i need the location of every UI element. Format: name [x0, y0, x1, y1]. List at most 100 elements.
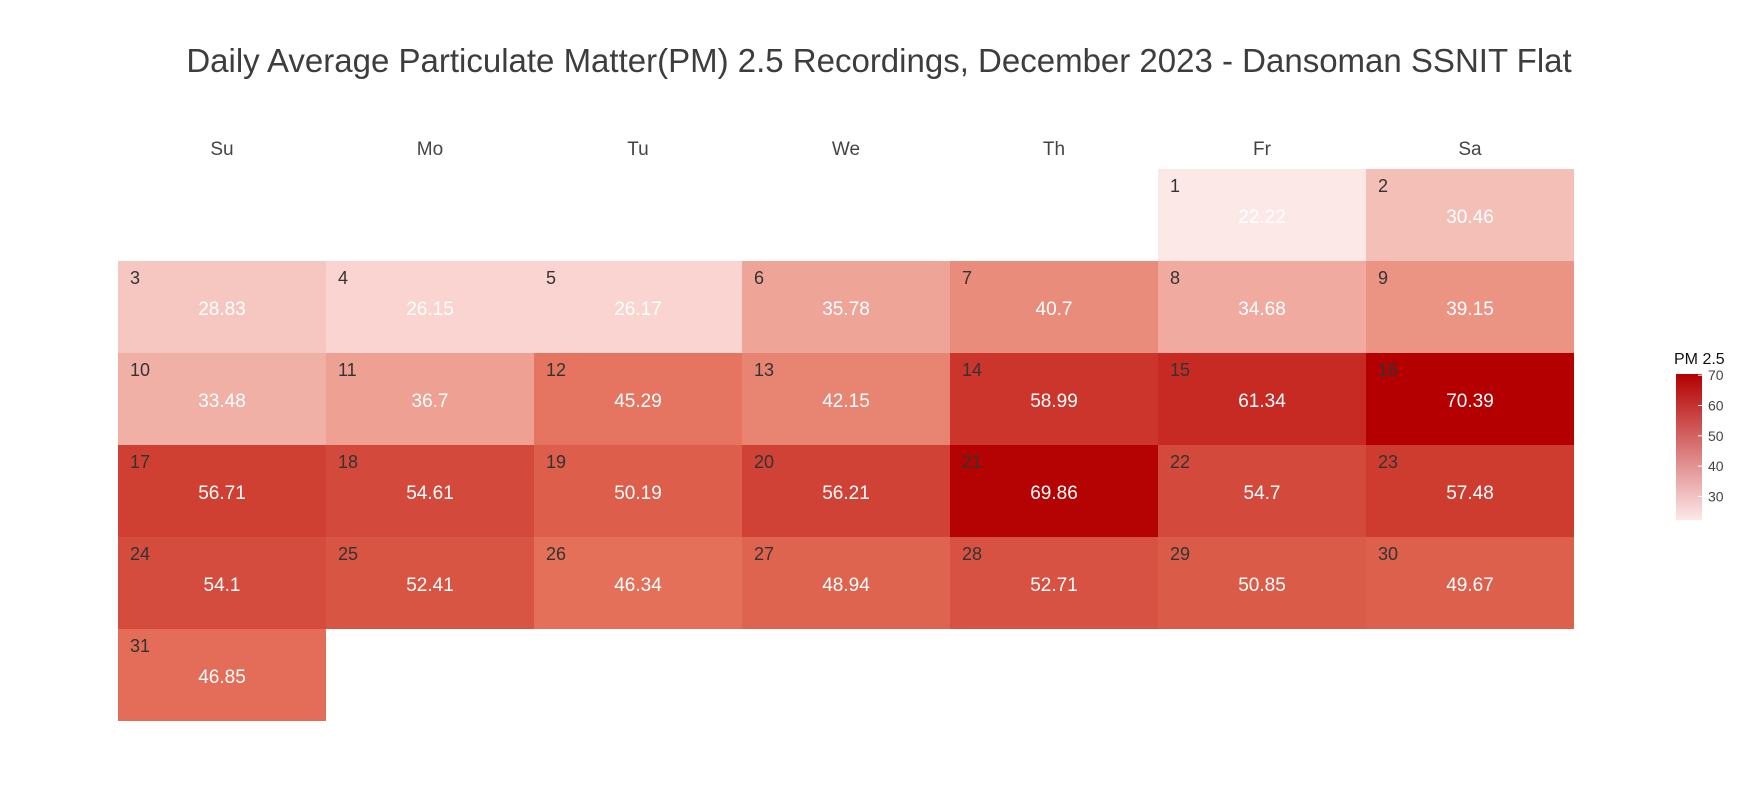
calendar-cell: 26 46.34: [534, 537, 742, 629]
day-number-label: 13: [754, 360, 774, 380]
heat-cell-day-29: [1158, 537, 1366, 629]
value-label: 54.7: [1244, 483, 1281, 504]
calendar-cell: 939.15: [1366, 261, 1574, 353]
calendar-cell: 17 56.71: [118, 445, 326, 537]
value-label: 57.48: [1446, 483, 1494, 504]
day-number-label: 1: [1170, 176, 1180, 196]
legend-color-bar: [1676, 374, 1702, 520]
value-label: 49.67: [1446, 575, 1494, 596]
calendar-cell: 230.46: [1366, 169, 1574, 261]
value-label: 48.94: [822, 575, 870, 596]
day-number-label: 31: [130, 636, 150, 656]
calendar-cell: 18 54.61: [326, 445, 534, 537]
day-number-label: 8: [1170, 268, 1180, 288]
day-number-label: 26: [546, 544, 566, 564]
calendar-cell: 20 56.21: [742, 445, 950, 537]
heat-cell-day-10: [118, 353, 326, 445]
calendar-cell: 21 69.86: [950, 445, 1158, 537]
day-number-label: 10: [130, 360, 150, 380]
value-label: 26.15: [406, 299, 454, 320]
calendar-cell: 740.7: [950, 261, 1158, 353]
calendar-cell: 30 49.67: [1366, 537, 1574, 629]
day-number-label: 3: [130, 268, 140, 288]
value-label: 50.85: [1238, 575, 1286, 596]
weekday-label-sa: Sa: [1458, 139, 1482, 160]
value-label: 33.48: [198, 391, 246, 412]
day-number-label: 20: [754, 452, 774, 472]
day-number-label: 18: [338, 452, 358, 472]
value-label: 54.1: [204, 575, 241, 596]
day-number-label: 7: [962, 268, 972, 288]
heat-cell-day-7: [950, 261, 1158, 353]
weekday-label-fr: Fr: [1253, 139, 1272, 160]
weekday-header-row: Su Mo Tu We Th Fr Sa: [210, 139, 1482, 160]
heat-cell-day-22: [1158, 445, 1366, 537]
heat-cell-day-1: [1158, 169, 1366, 261]
heat-cell-day-16: [1366, 353, 1574, 445]
day-number-label: 6: [754, 268, 764, 288]
value-label: 61.34: [1238, 391, 1286, 412]
legend-title: PM 2.5: [1674, 351, 1725, 368]
weekday-label-we: We: [832, 139, 860, 160]
heat-cell-day-28: [950, 537, 1158, 629]
heat-cell-day-5: [534, 261, 742, 353]
value-label: 46.34: [614, 575, 662, 596]
day-number-label: 24: [130, 544, 150, 564]
day-number-label: 21: [962, 452, 982, 472]
heat-cell-day-21: [950, 445, 1158, 537]
calendar-cell: 31 46.85: [118, 629, 326, 721]
value-label: 69.86: [1030, 483, 1078, 504]
heat-cell-day-27: [742, 537, 950, 629]
heat-cell-day-23: [1366, 445, 1574, 537]
calendar-cell: 24 54.1: [118, 537, 326, 629]
value-label: 58.99: [1030, 391, 1078, 412]
day-number-label: 28: [962, 544, 982, 564]
legend-tick-label: 40: [1708, 458, 1724, 474]
day-number-label: 12: [546, 360, 566, 380]
heat-cell-day-8: [1158, 261, 1366, 353]
calendar-cell: 834.68: [1158, 261, 1366, 353]
day-number-label: 11: [338, 360, 357, 380]
day-number-label: 22: [1170, 452, 1190, 472]
calendar-cell: 16 70.39: [1366, 353, 1574, 445]
calendar-cell: 15 61.34: [1158, 353, 1366, 445]
weekday-label-tu: Tu: [627, 139, 648, 160]
calendar-cell: 23 57.48: [1366, 445, 1574, 537]
legend-tick-label: 50: [1708, 428, 1724, 444]
value-label: 70.39: [1446, 391, 1494, 412]
value-label: 54.61: [406, 483, 454, 504]
day-number-label: 17: [130, 452, 150, 472]
calendar-cell: 25 52.41: [326, 537, 534, 629]
day-number-label: 14: [962, 360, 982, 380]
heat-cell-day-31: [118, 629, 326, 721]
heat-cell-day-13: [742, 353, 950, 445]
value-label: 52.41: [406, 575, 454, 596]
day-number-label: 2: [1378, 176, 1388, 196]
value-label: 56.71: [198, 483, 246, 504]
calendar-cell: 22 54.7: [1158, 445, 1366, 537]
value-label: 39.15: [1446, 299, 1494, 320]
day-number-label: 5: [546, 268, 556, 288]
legend-tick-label: 70: [1708, 367, 1724, 383]
heat-cell-day-20: [742, 445, 950, 537]
heat-cell-day-9: [1366, 261, 1574, 353]
weekday-label-th: Th: [1043, 139, 1065, 160]
calendar-cell: 10 33.48: [118, 353, 326, 445]
calendar-cell: 122.22: [1158, 169, 1366, 261]
calendar-cell: 635.78: [742, 261, 950, 353]
heat-cell-day-11: [326, 353, 534, 445]
value-label: 36.7: [412, 391, 449, 412]
value-label: 28.83: [198, 299, 246, 320]
value-label: 30.46: [1446, 207, 1494, 228]
heat-cell-day-15: [1158, 353, 1366, 445]
day-number-label: 29: [1170, 544, 1190, 564]
heat-cell-day-24: [118, 537, 326, 629]
heat-cell-day-4: [326, 261, 534, 353]
heat-cell-day-12: [534, 353, 742, 445]
calendar-cell: 13 42.15: [742, 353, 950, 445]
heat-cell-day-2: [1366, 169, 1574, 261]
value-label: 26.17: [614, 299, 662, 320]
calendar-cell: 19 50.19: [534, 445, 742, 537]
value-label: 56.21: [822, 483, 870, 504]
